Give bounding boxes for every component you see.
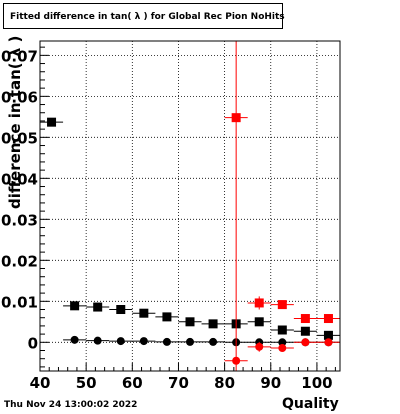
data-point-circle [70,335,79,344]
data-point-circle [139,337,148,346]
data-point-square [323,314,333,324]
data-point-square [231,113,241,123]
data-series [40,41,340,371]
y-tick-label: 0.03 [1,211,38,229]
chart-title: Fitted difference in tan( λ ) for Global… [10,12,285,22]
y-tick-label: 0 [28,334,38,352]
data-point-square [254,317,264,327]
y-tick-label: 0.01 [1,293,38,311]
data-point-square [277,325,287,335]
data-point-square [300,314,310,324]
data-point-circle [209,337,218,346]
y-tick-label: 0.06 [1,88,38,106]
y-tick-label: 0.07 [1,47,38,65]
x-tick-label: 70 [168,374,189,392]
x-tick-label: 90 [260,374,281,392]
data-point-square [300,326,310,336]
data-point-circle [278,344,287,353]
data-point-circle [324,338,333,347]
data-point-circle [162,337,171,346]
data-point-circle [116,337,125,346]
data-point-square [93,302,103,312]
data-point-square [208,319,218,329]
data-point-square [139,308,149,318]
data-point-circle [186,337,194,346]
data-point-circle [232,356,241,365]
data-point-circle [278,338,287,347]
y-tick-label: 0.04 [1,170,38,188]
data-point-circle [301,338,310,347]
x-tick-label: 100 [301,374,332,392]
timestamp: Thu Nov 24 13:00:02 2022 [4,400,138,410]
data-point-square [162,312,172,322]
plot-frame [39,40,341,372]
chart-title-box: Fitted difference in tan( λ ) for Global… [3,3,285,29]
x-tick-label: 80 [214,374,235,392]
axes: 40 50 60 70 80 90 100 0 0.01 0.02 0.03 0.04 0.05 0.06… [1,46,336,392]
series-1 [63,335,340,347]
y-tick-label: 0.05 [1,129,38,147]
x-tick-label: 60 [122,374,143,392]
data-point-square [185,317,195,327]
y-tick-label: 0.02 [1,252,38,270]
data-point-square [116,305,126,315]
data-point-square [70,301,80,311]
x-axis-label: Quality [282,396,339,412]
x-tick-label: 40 [30,374,51,392]
series-3 [224,338,340,365]
series-0 [40,117,340,340]
data-point-square [277,300,287,310]
series-2 [224,41,340,371]
data-point-circle [93,336,102,345]
x-tick-label: 50 [76,374,97,392]
data-point-square [254,298,264,308]
data-point-square [47,117,57,127]
y-axis-label: difference in tan( λ ) [6,35,24,209]
data-point-square [323,330,333,340]
data-point-circle [255,342,264,351]
